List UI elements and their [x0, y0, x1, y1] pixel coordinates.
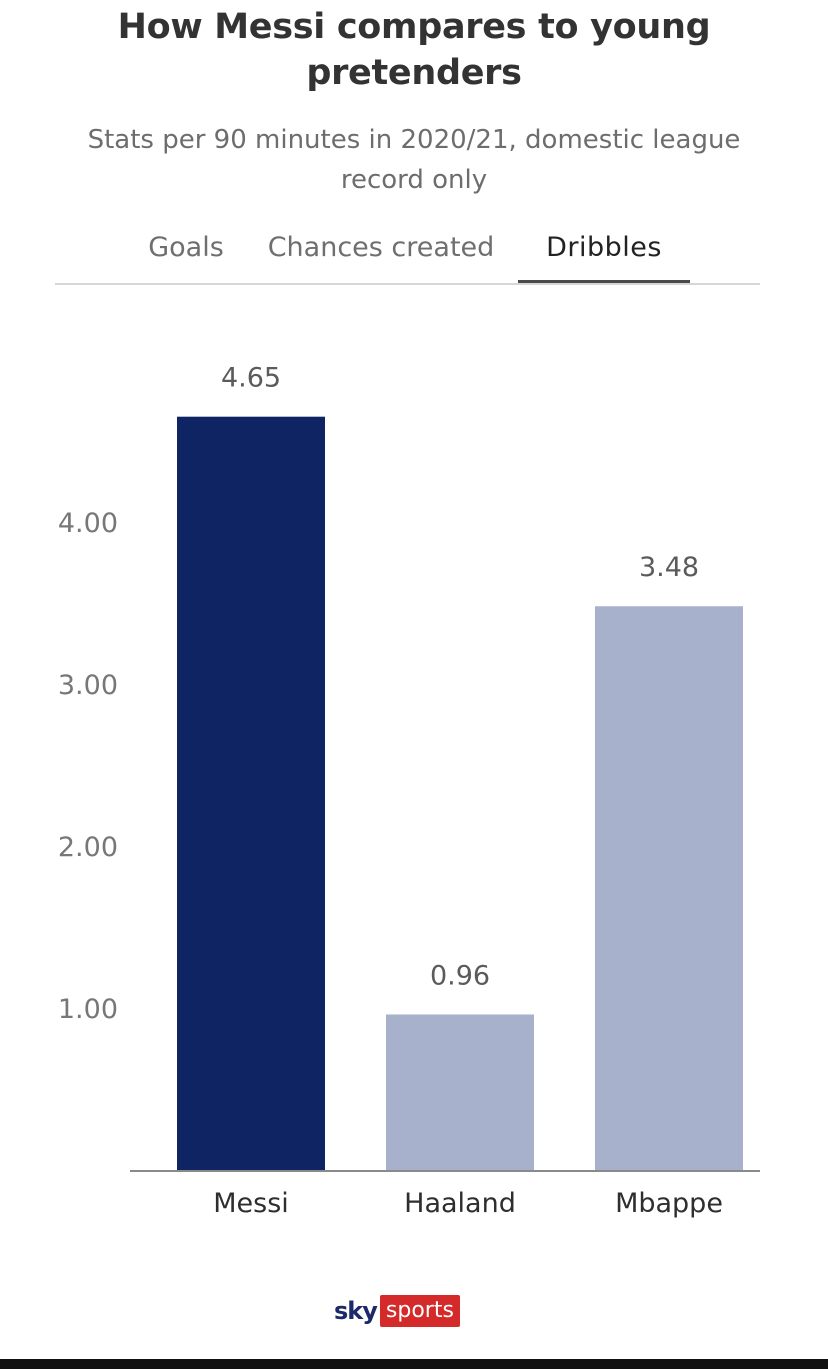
y-tick-label: 4.00 [58, 508, 118, 539]
chart-subtitle: Stats per 90 minutes in 2020/21, domesti… [87, 125, 741, 195]
data-label: 0.96 [430, 960, 490, 991]
logo-sports-text: sports [379, 1295, 460, 1327]
data-label: 3.48 [639, 552, 699, 583]
tab-goals[interactable]: Goals [148, 232, 224, 263]
sky-sports-logo: sky sports [334, 1294, 460, 1328]
stat-tabs: Goals Chances created Dribbles [55, 226, 760, 285]
y-tick-label: 2.00 [58, 832, 118, 863]
screen-bottom-edge [0, 1359, 828, 1369]
tab-chances-created[interactable]: Chances created [267, 232, 495, 263]
y-tick-label: 1.00 [58, 994, 118, 1025]
bar-haaland [386, 1014, 534, 1170]
chart-title: How Messi compares to young pretenders [117, 7, 711, 93]
data-label: 4.65 [221, 363, 281, 394]
bar-messi [177, 416, 325, 1170]
x-category-label: Messi [213, 1188, 289, 1219]
bar-chart: 1.00 2.00 3.00 4.00 4.65 Messi 0.96 Haaland 3.48… [58, 363, 760, 1219]
tab-dribbles[interactable]: Dribbles [518, 226, 690, 283]
bar-mbappe [595, 606, 743, 1170]
logo-sky-text: sky [334, 1297, 378, 1325]
x-category-label: Mbappe [615, 1188, 723, 1219]
y-tick-label: 3.00 [58, 670, 118, 701]
x-category-label: Haaland [404, 1188, 516, 1219]
